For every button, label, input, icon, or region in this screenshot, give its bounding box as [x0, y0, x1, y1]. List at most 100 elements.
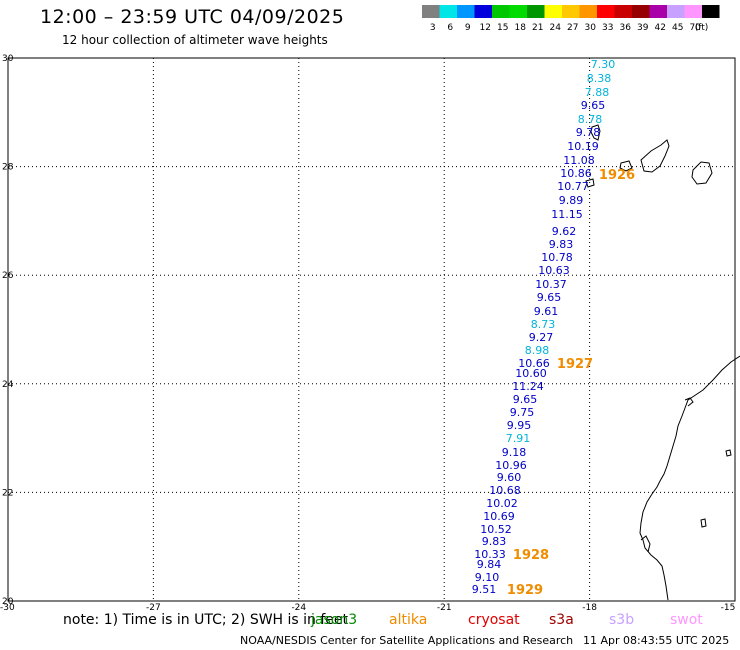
satellite-legend-swot: swot	[670, 612, 703, 628]
time-mark-label: 1928	[513, 548, 549, 563]
scale-tick-label: 27	[567, 23, 578, 33]
color-swatch	[579, 5, 597, 18]
wave-height-label: 9.95	[507, 419, 532, 432]
color-swatch	[702, 5, 720, 18]
color-swatch	[597, 5, 615, 18]
time-marks: 1926 1927 1928 1929	[507, 168, 635, 598]
wave-height-label: 8.73	[531, 318, 556, 331]
wave-height-label: 10.66	[518, 357, 550, 370]
color-swatch	[439, 5, 457, 18]
scale-tick-label: 70	[690, 23, 702, 33]
scale-tick-label: 15	[497, 23, 508, 33]
scale-tick-label: 3	[430, 23, 436, 33]
coast-inlet-1	[684, 397, 694, 407]
wave-height-label: 10.33	[474, 548, 506, 561]
wave-height-label: 8.98	[525, 344, 550, 357]
africa-coastline	[639, 355, 740, 601]
lon-tick-label: -27	[146, 603, 161, 613]
island-gran-canaria	[691, 161, 713, 185]
lon-tick-label: -21	[437, 603, 452, 613]
wave-height-label: 11.24	[512, 380, 544, 393]
wave-height-label: 10.02	[486, 497, 518, 510]
wave-height-label: 10.86	[560, 167, 592, 180]
scale-tick-label: 39	[637, 23, 649, 33]
wave-height-label: 10.77	[557, 180, 589, 193]
lat-lon-grid	[7, 57, 736, 602]
wave-height-label: 9.65	[513, 393, 538, 406]
scale-tick-label: 30	[585, 23, 597, 33]
satellite-legend-s3a: s3a	[549, 612, 574, 628]
wave-height-label: 9.75	[510, 406, 535, 419]
wave-height-label: 9.51	[472, 583, 497, 596]
wave-height-label: 9.27	[529, 331, 554, 344]
wave-height-label: 9.78	[576, 126, 601, 139]
wave-height-label: 9.61	[534, 305, 559, 318]
wave-height-label: 8.78	[578, 113, 603, 126]
color-swatch	[422, 5, 440, 18]
scale-tick-label: 42	[655, 23, 666, 33]
wave-height-label: 10.96	[495, 459, 527, 472]
wave-height-label: 10.37	[535, 278, 567, 291]
satellite-legend-jason3: jason3	[311, 612, 358, 628]
wave-height-label: 7.88	[585, 86, 610, 99]
wave-height-label: 10.78	[541, 251, 573, 264]
wave-height-label: 11.15	[551, 208, 583, 221]
wave-height-label: 9.84	[477, 558, 502, 571]
lon-tick-label: -15	[721, 603, 736, 613]
wave-height-label: 7.91	[506, 432, 531, 445]
satellite-legend-altika: altika	[389, 612, 428, 628]
lat-tick-label: 26	[2, 271, 14, 281]
wave-height-label: 9.65	[581, 99, 606, 112]
lon-tick-label: -18	[582, 603, 597, 613]
color-swatch	[614, 5, 632, 18]
scale-tick-label: 33	[602, 23, 613, 33]
lat-tick-label: 20	[2, 597, 14, 607]
wave-height-label: 9.83	[549, 238, 574, 251]
color-swatch	[667, 5, 685, 18]
scale-tick-label: 12	[480, 23, 491, 33]
color-swatch	[544, 5, 562, 18]
wave-height-label: 9.18	[502, 446, 527, 459]
color-swatch	[509, 5, 527, 18]
island-tenerife	[640, 139, 670, 173]
islet-1	[725, 449, 732, 457]
wave-height-label: 9.89	[559, 194, 584, 207]
color-swatch	[632, 5, 650, 18]
scale-tick-label: 9	[465, 23, 471, 33]
wave-height-label: 8.38	[587, 72, 612, 85]
wave-height-label: 9.65	[537, 291, 562, 304]
islet-2	[700, 518, 707, 528]
wave-height-label: 10.63	[538, 264, 570, 277]
wave-height-label: 10.19	[567, 140, 599, 153]
wave-height-label: 11.08	[563, 154, 595, 167]
wave-height-label: 10.69	[483, 510, 515, 523]
lat-tick-label: 30	[2, 54, 14, 64]
scale-unit-label: (ft)	[695, 23, 709, 33]
color-swatch	[527, 5, 545, 18]
wave-height-label: 9.60	[497, 471, 522, 484]
satellite-legend-cryosat: cryosat	[468, 612, 520, 628]
wave-height-label: 10.60	[515, 367, 547, 380]
wave-height-label: 7.30	[591, 58, 616, 71]
color-swatch	[474, 5, 492, 18]
time-mark-label: 1926	[599, 168, 635, 183]
wave-height-label: 9.10	[475, 571, 500, 584]
color-scale-legend: 3 6 9 12 15 18 21 24 27 30 33 36 39 42 45 70(ft)	[422, 5, 720, 33]
map-border	[7, 57, 736, 602]
footer-note: note: 1) Time is in UTC; 2) SWH is in fe…	[63, 612, 349, 628]
coast-inlet-2	[640, 535, 651, 553]
island-el-hierro	[585, 178, 595, 188]
generated-timestamp: 11 Apr 08:43:55 UTC 2025	[583, 634, 730, 647]
wave-height-label: 10.52	[480, 523, 512, 536]
wave-height-label: 9.62	[552, 225, 577, 238]
color-swatch	[457, 5, 475, 18]
lon-tick-label: -24	[291, 603, 306, 613]
lon-tick-label: -30	[0, 603, 15, 613]
time-mark-label: 1929	[507, 583, 543, 598]
scale-tick-label: 45	[672, 23, 683, 33]
satellite-legend-s3b: s3b	[609, 612, 635, 628]
island-la-palma	[590, 124, 601, 141]
coastline-layer	[585, 124, 740, 601]
color-swatch	[684, 5, 702, 18]
